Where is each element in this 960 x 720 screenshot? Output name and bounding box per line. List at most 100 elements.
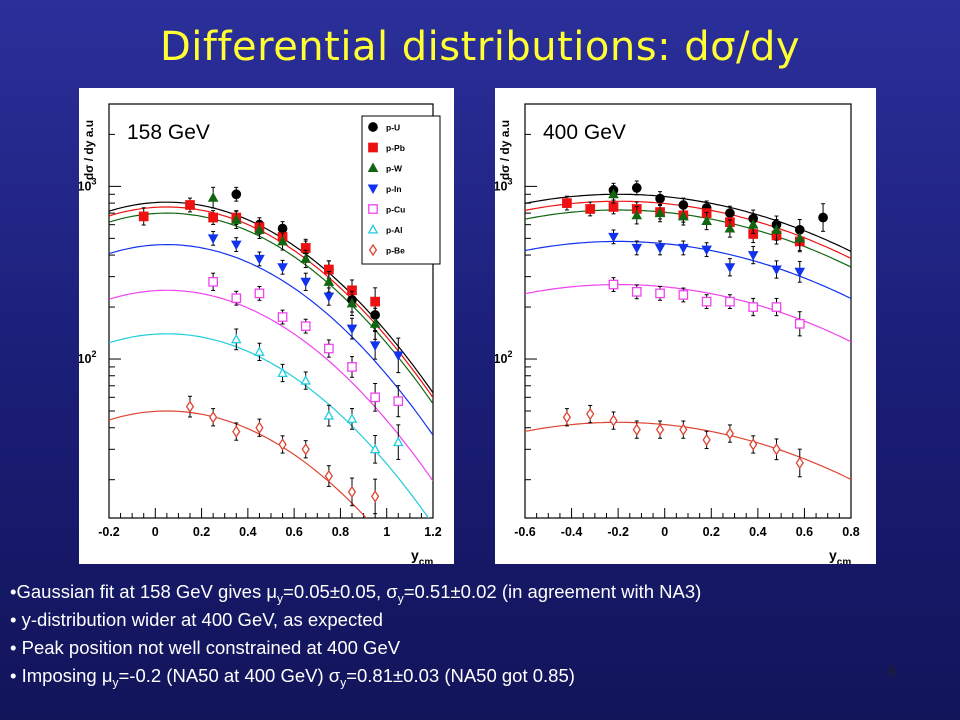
data-point	[208, 276, 218, 287]
data-point	[631, 243, 643, 254]
data-point	[300, 321, 311, 332]
data-point	[609, 414, 618, 427]
legend-label: p-U	[386, 123, 400, 133]
data-point	[794, 318, 805, 329]
data-point	[277, 263, 288, 273]
x-tick-label: 0.6	[285, 525, 302, 539]
fit-curve-p-be	[525, 421, 851, 480]
data-point	[370, 392, 380, 403]
data-point	[207, 192, 219, 202]
data-point	[347, 485, 357, 499]
x-tick-label: 0.4	[239, 525, 256, 539]
data-point	[230, 240, 242, 251]
fit-curve-p-in	[109, 244, 433, 436]
data-point	[632, 423, 641, 436]
x-tick-label: 0.4	[749, 525, 766, 539]
x-tick-label: -0.6	[514, 525, 536, 539]
data-point	[631, 209, 643, 220]
data-point	[347, 362, 357, 372]
data-point	[209, 411, 218, 424]
data-point	[323, 410, 335, 420]
bullet-text: =0.81±0.03 (NA50 got 0.85)	[346, 665, 575, 686]
data-point	[679, 423, 688, 436]
data-point	[771, 265, 782, 276]
page-number: 6	[888, 663, 896, 679]
legend-label: p-Be	[386, 246, 405, 256]
data-point	[724, 222, 736, 233]
data-point	[701, 215, 712, 226]
data-point	[724, 263, 736, 273]
data-point	[562, 411, 572, 424]
bullet-list: •Gaussian fit at 158 GeV gives μy=0.05±0…	[10, 578, 940, 690]
data-point	[678, 290, 689, 300]
bullet-item: • Peak position not well constrained at …	[10, 634, 940, 662]
data-point	[393, 396, 404, 407]
data-point	[230, 214, 242, 224]
data-point	[300, 277, 312, 288]
data-point	[346, 297, 358, 308]
series-p-cu	[208, 272, 404, 418]
data-point	[771, 302, 782, 312]
x-axis-label: ycm	[411, 547, 433, 564]
legend-label: p-Al	[386, 225, 403, 235]
data-point	[185, 200, 195, 210]
legend-marker	[368, 243, 378, 257]
fit-curve-p-cu	[525, 283, 851, 343]
data-point	[655, 193, 665, 204]
chart-title: 400 GeV	[543, 121, 626, 144]
chart-panel-158-gev: -0.2 0 0.2 0.4 0.6 0.8 1 1.2 102 103 dσ / dy a.u yc…	[78, 88, 454, 568]
fit-curve-p-pb	[109, 206, 433, 398]
data-point	[254, 224, 265, 234]
data-point	[392, 351, 404, 361]
x-tick-label: 0.2	[703, 525, 720, 539]
data-point	[278, 438, 287, 451]
data-point	[324, 469, 333, 483]
data-point	[701, 245, 712, 256]
bullet-subscript: y	[112, 675, 119, 690]
data-point	[254, 288, 265, 299]
data-point	[772, 443, 781, 456]
data-point	[301, 443, 310, 456]
data-point	[255, 421, 264, 434]
fit-curve-p-be	[109, 410, 368, 518]
data-point	[207, 234, 219, 244]
data-point	[277, 235, 288, 246]
legend-label: p-Cu	[386, 205, 405, 215]
x-tick-label: 1	[383, 525, 390, 539]
legend: p-U p-Pb p-W p-In p-Cu p-Al p-Be	[361, 115, 441, 265]
x-axis-label: ycm	[829, 547, 851, 564]
data-point	[300, 375, 312, 385]
data-point	[586, 407, 595, 421]
data-point	[818, 212, 828, 223]
data-point	[631, 286, 642, 297]
data-points	[138, 186, 404, 515]
legend-marker	[367, 162, 379, 173]
bullet-subscript: y	[397, 591, 404, 606]
data-point	[231, 189, 242, 200]
data-point	[654, 207, 666, 218]
data-point	[138, 211, 149, 222]
y-axis-label: dσ / dy a.u	[498, 120, 512, 180]
bullet-text: • y-distribution wider at 400 GeV, as ex…	[10, 609, 383, 630]
data-point	[747, 251, 759, 261]
bullet-text: • Imposing μ	[10, 665, 113, 686]
data-point	[725, 296, 735, 307]
data-point	[369, 341, 381, 351]
legend-marker	[368, 204, 378, 214]
data-point	[794, 267, 806, 278]
y-tick-label: 102	[79, 349, 96, 366]
chart-title: 158 GeV	[127, 121, 210, 144]
data-point	[277, 367, 288, 378]
series-p-cu	[608, 277, 805, 337]
fit-curves	[109, 201, 433, 518]
data-point	[323, 292, 335, 303]
plot-frame	[524, 103, 852, 519]
fit-curve-p-u	[109, 201, 433, 394]
legend-marker	[368, 142, 378, 153]
data-point	[370, 296, 380, 307]
legend-marker	[367, 223, 379, 234]
data-point	[232, 425, 241, 438]
legend-label: p-W	[386, 164, 403, 174]
series-p-in	[608, 229, 806, 283]
data-point	[749, 438, 758, 451]
